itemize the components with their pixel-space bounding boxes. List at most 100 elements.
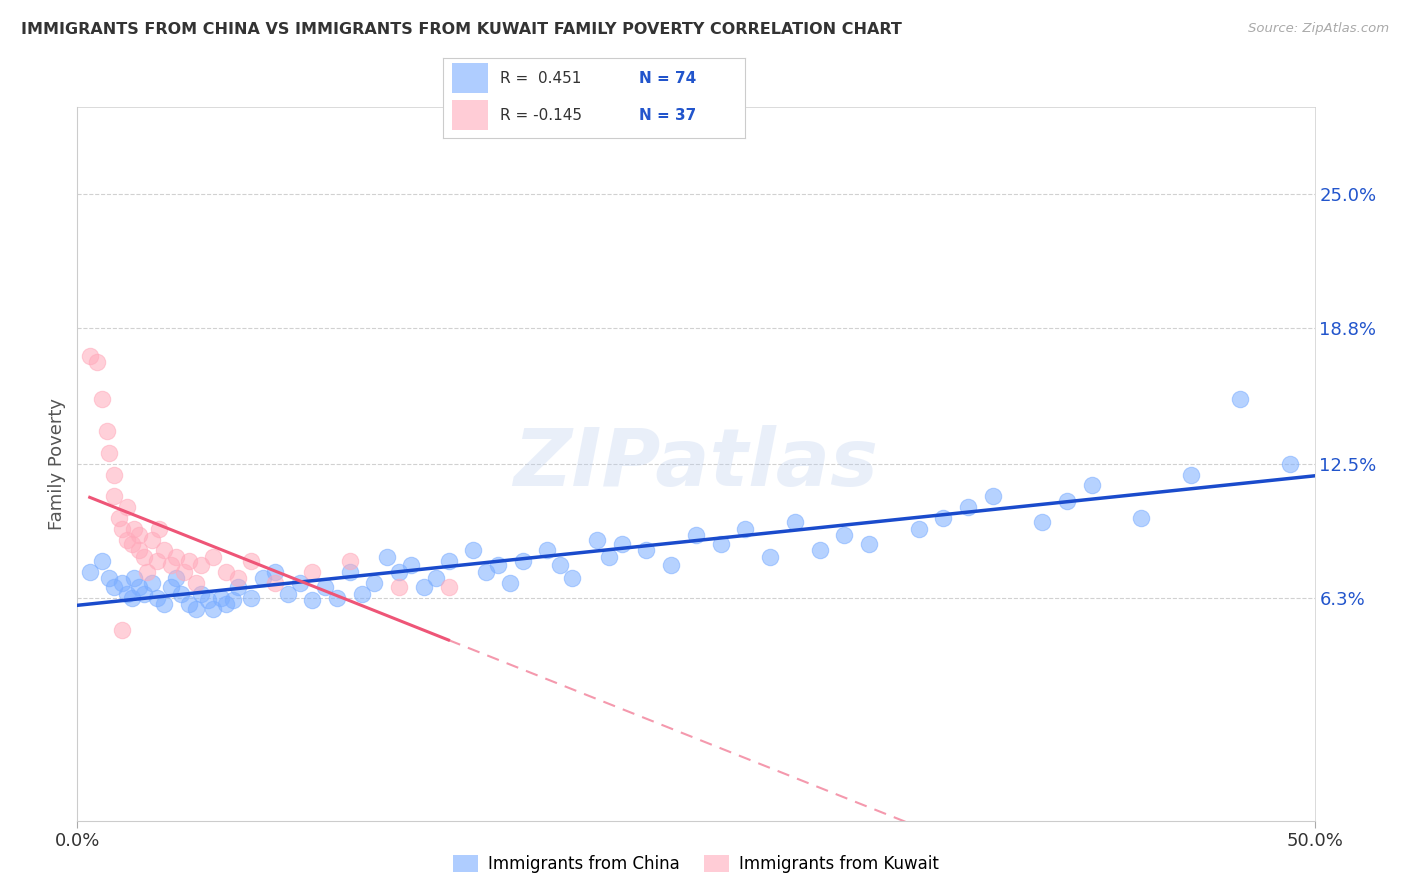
Point: [91, 554, 114, 568]
Point: [148, 522, 170, 536]
Legend: Immigrants from China, Immigrants from Kuwait: Immigrants from China, Immigrants from K…: [446, 848, 946, 880]
Point: [375, 549, 398, 564]
Point: [957, 500, 980, 514]
Point: [264, 565, 287, 579]
Point: [350, 586, 373, 600]
Point: [128, 543, 150, 558]
Point: [153, 598, 176, 612]
Point: [103, 580, 125, 594]
Point: [326, 591, 349, 605]
Point: [277, 586, 299, 600]
Point: [536, 543, 558, 558]
Point: [932, 511, 955, 525]
Point: [636, 543, 658, 558]
Point: [103, 489, 125, 503]
Point: [115, 500, 138, 514]
Point: [108, 511, 131, 525]
Point: [339, 565, 361, 579]
Point: [808, 543, 831, 558]
Point: [288, 575, 311, 590]
Point: [145, 554, 167, 568]
Point: [499, 575, 522, 590]
Point: [437, 580, 460, 594]
Point: [548, 558, 571, 573]
Point: [111, 522, 134, 536]
Point: [710, 537, 733, 551]
Point: [190, 558, 212, 573]
Point: [388, 565, 411, 579]
Point: [111, 575, 134, 590]
Point: [170, 586, 193, 600]
Text: N = 37: N = 37: [640, 108, 696, 123]
Point: [103, 467, 125, 482]
Point: [121, 591, 143, 605]
Point: [160, 580, 183, 594]
Point: [561, 571, 583, 585]
Point: [215, 598, 238, 612]
Point: [486, 558, 509, 573]
Point: [190, 586, 212, 600]
Point: [1056, 493, 1078, 508]
Point: [1031, 515, 1053, 529]
Point: [858, 537, 880, 551]
Point: [437, 554, 460, 568]
Point: [121, 537, 143, 551]
Point: [239, 554, 262, 568]
Point: [1278, 457, 1301, 471]
Point: [226, 571, 249, 585]
Point: [463, 543, 485, 558]
Point: [122, 571, 145, 585]
Point: [128, 528, 150, 542]
Point: [96, 425, 118, 439]
Point: [215, 565, 238, 579]
Point: [907, 522, 929, 536]
Point: [301, 565, 323, 579]
Point: [202, 549, 225, 564]
Point: [141, 533, 163, 547]
Point: [115, 533, 138, 547]
Point: [734, 522, 756, 536]
Text: R = -0.145: R = -0.145: [501, 108, 582, 123]
Point: [122, 522, 145, 536]
Point: [685, 528, 707, 542]
Point: [134, 586, 156, 600]
Point: [184, 575, 207, 590]
Point: [91, 392, 114, 406]
Point: [226, 580, 249, 594]
Point: [128, 580, 150, 594]
Point: [145, 591, 167, 605]
Point: [834, 528, 856, 542]
Point: [79, 349, 101, 363]
Point: [165, 549, 187, 564]
Bar: [451, 62, 488, 94]
Point: [197, 593, 219, 607]
Text: ZIPatlas: ZIPatlas: [513, 425, 879, 503]
Point: [1130, 511, 1153, 525]
Point: [160, 558, 183, 573]
Point: [425, 571, 447, 585]
Point: [134, 549, 156, 564]
Point: [783, 515, 806, 529]
Point: [202, 601, 225, 615]
Point: [98, 446, 121, 460]
Text: IMMIGRANTS FROM CHINA VS IMMIGRANTS FROM KUWAIT FAMILY POVERTY CORRELATION CHART: IMMIGRANTS FROM CHINA VS IMMIGRANTS FROM…: [21, 22, 903, 37]
Bar: [451, 100, 488, 130]
Point: [586, 533, 609, 547]
Y-axis label: Family Poverty: Family Poverty: [48, 398, 66, 530]
Text: N = 74: N = 74: [640, 71, 696, 87]
Point: [135, 565, 157, 579]
Point: [339, 554, 361, 568]
Point: [759, 549, 782, 564]
Text: Source: ZipAtlas.com: Source: ZipAtlas.com: [1249, 22, 1389, 36]
Point: [115, 586, 138, 600]
Point: [209, 591, 232, 605]
Point: [141, 575, 163, 590]
Point: [79, 565, 101, 579]
Point: [111, 624, 134, 638]
Point: [598, 549, 620, 564]
Point: [222, 593, 245, 607]
Point: [153, 543, 176, 558]
Point: [412, 580, 434, 594]
Point: [184, 601, 207, 615]
Point: [1229, 392, 1251, 406]
